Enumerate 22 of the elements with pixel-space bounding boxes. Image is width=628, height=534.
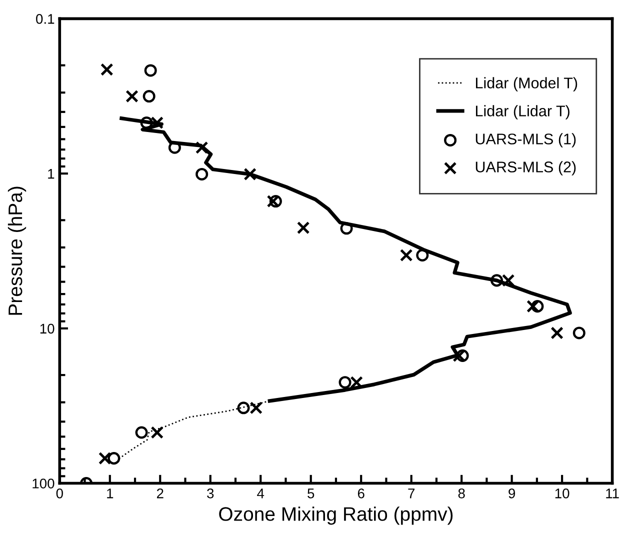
legend-label: UARS-MLS (1) (476, 133, 576, 148)
y-tick-label: 0.1 (36, 14, 54, 24)
y-tick-label: 10 (40, 324, 54, 334)
x-tick-label: 1 (107, 488, 114, 498)
x-tick-label: 6 (358, 488, 364, 498)
x-tick-label: 11 (606, 488, 619, 498)
x-tick-label: 2 (156, 488, 164, 498)
x-tick-label: 10 (555, 488, 570, 498)
x-tick-label: 9 (508, 488, 516, 498)
y-tick-label: 1 (48, 169, 54, 179)
x-tick-label: 4 (257, 488, 264, 498)
y-axis-title: Pressure (hPa) (8, 186, 26, 315)
legend-label: UARS-MLS (2) (476, 161, 576, 176)
x-tick-label: 8 (458, 488, 465, 498)
legend-label: Lidar (Model T) (476, 77, 578, 92)
x-tick-label: 7 (408, 488, 415, 498)
x-tick-label: 3 (207, 488, 214, 498)
x-tick-label: 0 (56, 488, 63, 498)
legend-label: Lidar (Lidar T) (476, 105, 570, 120)
x-axis-title: Ozone Mixing Ratio (ppmv) (219, 506, 453, 525)
y-tick-label: 100 (32, 478, 54, 488)
x-tick-label: 5 (308, 488, 314, 498)
